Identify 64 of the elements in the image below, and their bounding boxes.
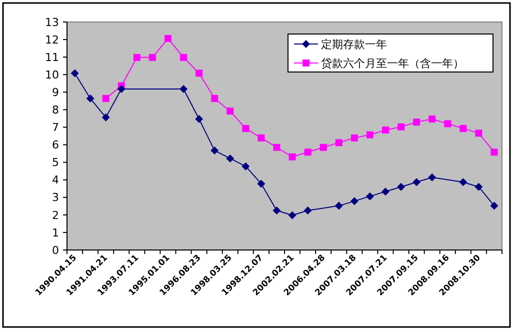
point [196,70,203,77]
point [366,131,374,138]
point [242,124,250,132]
point [148,54,156,61]
y-tick-label: 4 [52,174,59,187]
point [288,211,296,220]
point [381,188,390,196]
point [397,182,406,191]
y-tick-label: 0 [52,244,59,257]
y-tick-label: 7 [52,121,59,134]
point [444,120,452,128]
y-tick-label: 10 [45,68,59,82]
point [366,192,374,200]
point [258,134,265,142]
point [475,130,482,137]
point [273,144,280,151]
point [320,144,327,151]
point [334,202,343,210]
point [304,148,312,156]
point [398,123,405,130]
y-tick-label: 8 [52,104,59,117]
point [117,84,126,93]
point [210,146,219,155]
point [474,182,483,191]
point [413,118,420,126]
y-tick-label: 13 [45,16,59,29]
point [226,108,234,115]
point [164,34,172,42]
y-tick-label: 6 [52,138,59,152]
point [304,206,312,215]
point [459,178,468,186]
point [428,115,436,122]
point [102,113,110,122]
point [412,178,421,186]
point [180,54,188,61]
point [490,202,498,210]
point [288,153,296,160]
point [428,173,436,182]
point [335,139,342,146]
point [70,69,79,78]
point [382,126,389,134]
y-tick-label: 9 [52,86,59,100]
point [242,162,250,170]
point [211,94,218,102]
point [257,180,266,188]
point [350,197,358,206]
y-tick-label: 1 [52,226,59,240]
y-tick-label: 11 [45,50,59,64]
point [460,124,467,132]
point [490,148,498,156]
point [272,206,281,215]
y-tick-label: 12 [45,33,59,46]
point [180,84,188,93]
legend-label: 贷款六个月至一年（含一年） [321,56,464,70]
y-tick-label: 5 [52,156,59,170]
point [86,94,94,102]
point [350,134,358,142]
point [102,94,110,102]
legend-label: 定期存款一年 [321,38,387,51]
y-tick-label: 2 [52,208,59,222]
point [195,114,204,123]
point [226,154,234,162]
point [133,54,140,61]
y-tick-label: 3 [52,191,59,204]
